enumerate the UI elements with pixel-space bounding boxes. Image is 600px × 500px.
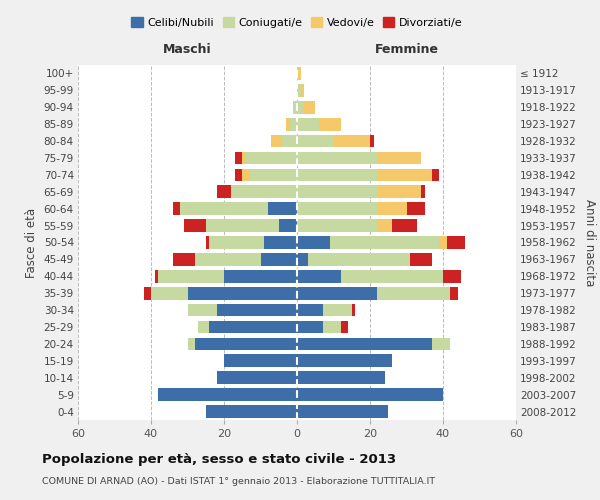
Bar <box>283 134 297 147</box>
Bar <box>155 270 158 282</box>
Bar <box>187 304 217 316</box>
Bar <box>297 220 377 232</box>
Bar <box>301 84 304 96</box>
Y-axis label: Anni di nascita: Anni di nascita <box>583 199 596 286</box>
Bar <box>297 304 323 316</box>
Legend: Celibi/Nubili, Coniugati/e, Vedovi/e, Divorziati/e: Celibi/Nubili, Coniugati/e, Vedovi/e, Di… <box>128 14 466 31</box>
Bar <box>392 220 418 232</box>
Bar <box>199 320 209 334</box>
Bar <box>377 168 432 181</box>
Bar <box>180 202 268 215</box>
Bar <box>297 253 308 266</box>
Bar <box>235 168 242 181</box>
Bar <box>432 338 450 350</box>
Bar <box>290 118 297 130</box>
Bar <box>297 287 377 300</box>
Bar <box>377 220 392 232</box>
Bar <box>407 202 425 215</box>
Bar <box>242 152 246 164</box>
Bar <box>209 236 264 249</box>
Bar <box>421 186 425 198</box>
Bar <box>297 134 334 147</box>
Bar <box>158 388 297 401</box>
Bar <box>297 152 377 164</box>
Bar <box>297 354 392 367</box>
Bar <box>271 134 283 147</box>
Bar <box>297 405 388 418</box>
Bar <box>209 320 297 334</box>
Bar <box>297 372 385 384</box>
Bar <box>297 202 377 215</box>
Bar <box>187 287 297 300</box>
Bar <box>377 186 421 198</box>
Bar <box>297 186 377 198</box>
Bar <box>260 253 297 266</box>
Bar <box>297 320 323 334</box>
Text: Femmine: Femmine <box>374 42 439 56</box>
Bar <box>323 304 352 316</box>
Bar <box>297 236 330 249</box>
Bar <box>297 270 341 282</box>
Bar <box>304 101 315 114</box>
Bar <box>377 202 407 215</box>
Bar <box>377 287 450 300</box>
Bar <box>224 354 297 367</box>
Bar <box>217 186 232 198</box>
Bar <box>341 270 443 282</box>
Y-axis label: Fasce di età: Fasce di età <box>25 208 38 278</box>
Bar <box>286 118 290 130</box>
Bar <box>297 168 377 181</box>
Bar <box>352 304 355 316</box>
Bar <box>268 202 297 215</box>
Bar <box>217 304 297 316</box>
Bar <box>410 253 432 266</box>
Bar <box>370 134 374 147</box>
Bar <box>450 287 458 300</box>
Bar <box>173 253 195 266</box>
Bar <box>323 320 341 334</box>
Bar <box>151 287 187 300</box>
Bar <box>293 101 297 114</box>
Bar <box>446 236 465 249</box>
Bar <box>206 220 279 232</box>
Text: COMUNE DI ARNAD (AO) - Dati ISTAT 1° gennaio 2013 - Elaborazione TUTTITALIA.IT: COMUNE DI ARNAD (AO) - Dati ISTAT 1° gen… <box>42 478 435 486</box>
Bar <box>232 186 297 198</box>
Bar <box>439 236 446 249</box>
Bar <box>297 118 319 130</box>
Bar <box>206 405 297 418</box>
Bar <box>279 220 297 232</box>
Bar <box>308 253 410 266</box>
Bar <box>158 270 224 282</box>
Bar <box>250 168 297 181</box>
Bar <box>206 236 209 249</box>
Bar <box>217 372 297 384</box>
Bar <box>297 101 304 114</box>
Bar <box>144 287 151 300</box>
Bar <box>173 202 180 215</box>
Bar <box>187 338 195 350</box>
Text: Popolazione per età, sesso e stato civile - 2013: Popolazione per età, sesso e stato civil… <box>42 452 396 466</box>
Bar <box>297 67 301 80</box>
Text: Maschi: Maschi <box>163 42 212 56</box>
Bar <box>195 338 297 350</box>
Bar <box>443 270 461 282</box>
Bar <box>242 168 250 181</box>
Bar <box>330 236 439 249</box>
Bar <box>235 152 242 164</box>
Bar <box>334 134 370 147</box>
Bar <box>377 152 421 164</box>
Bar <box>195 253 260 266</box>
Bar <box>297 338 432 350</box>
Bar <box>297 388 443 401</box>
Bar <box>297 84 301 96</box>
Bar <box>432 168 439 181</box>
Bar <box>319 118 341 130</box>
Bar <box>224 270 297 282</box>
Bar <box>184 220 206 232</box>
Bar <box>341 320 348 334</box>
Bar <box>246 152 297 164</box>
Bar <box>264 236 297 249</box>
